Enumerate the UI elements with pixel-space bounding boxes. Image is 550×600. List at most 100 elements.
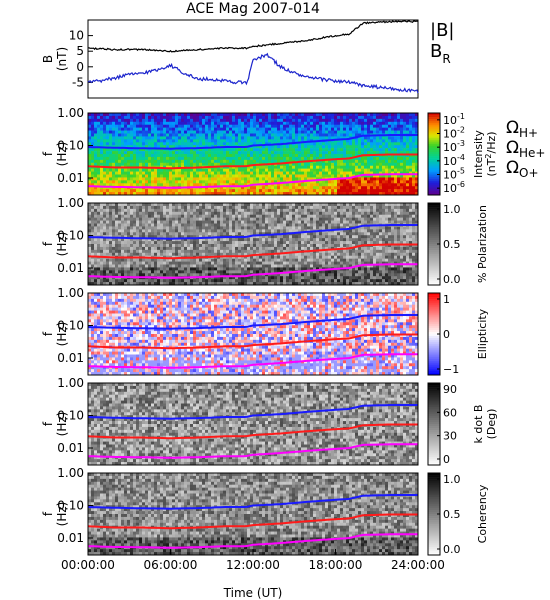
spectrogram-cell <box>343 115 347 120</box>
spectrogram-cell <box>205 139 209 143</box>
spectrogram-cell <box>229 220 233 224</box>
spectrogram-cell <box>367 130 371 134</box>
spectrogram-cell <box>196 136 200 140</box>
spectrogram-cell <box>391 192 395 196</box>
spectrogram-cell <box>109 148 113 152</box>
spectrogram-cell <box>172 279 176 283</box>
spectrogram-cell <box>277 246 281 251</box>
spectrogram-cell <box>172 264 176 268</box>
spectrogram-cell <box>292 115 296 120</box>
spectrogram-cell <box>256 159 260 164</box>
spectrogram-cell <box>163 162 167 167</box>
spectrogram-cell <box>103 180 107 184</box>
spectrogram-cell <box>208 148 212 152</box>
spectrogram-cell <box>328 168 332 172</box>
spectrogram-cell <box>295 113 299 117</box>
spectrogram-cell <box>376 165 380 169</box>
spectrogram-cell <box>247 246 251 251</box>
spectrogram-cell <box>217 276 221 280</box>
spectrogram-cell <box>157 156 161 161</box>
colorbar-swatch <box>428 192 440 196</box>
spectrogram-cell <box>118 282 122 286</box>
spectrogram-cell <box>106 154 110 158</box>
spectrogram-cell <box>349 145 353 149</box>
spectrogram-cell <box>157 249 161 254</box>
spectrogram-cell <box>397 142 401 146</box>
spectrogram-cell <box>334 192 338 196</box>
spectrogram-cell <box>106 282 110 286</box>
spectrogram-cell <box>274 180 278 184</box>
spectrogram-cell <box>319 174 323 178</box>
spectrogram-cell <box>292 121 296 126</box>
spectrogram-cell <box>154 139 158 143</box>
spectrogram-cell <box>256 261 260 265</box>
spectrogram-cell <box>346 159 350 164</box>
spectrogram-cell <box>322 156 326 161</box>
spectrogram-cell <box>124 220 128 224</box>
spectrogram-cell <box>214 183 218 187</box>
spectrogram-cell <box>349 139 353 143</box>
spectrogram-cell <box>151 136 155 140</box>
spectrogram-cell <box>229 255 233 259</box>
spectrogram-cell <box>181 136 185 140</box>
spectrogram-cell <box>211 154 215 158</box>
spectrogram-cell <box>142 208 146 213</box>
spectrogram-cell <box>151 235 155 239</box>
spectrogram-cell <box>187 270 191 274</box>
spectrogram-cell <box>151 226 155 230</box>
spectrogram-cell <box>238 186 242 190</box>
spectrogram-cell <box>181 249 185 254</box>
spectrogram-cell <box>166 127 170 131</box>
spectrogram-cell <box>247 211 251 216</box>
spectrogram-cell <box>238 258 242 262</box>
spectrogram-cell <box>121 241 125 245</box>
spectrogram-cell <box>139 282 143 286</box>
spectrogram-cell <box>163 232 167 236</box>
spectrogram-cell <box>139 159 143 164</box>
spectrogram-cell <box>235 258 239 262</box>
intensity-spectrogram <box>88 113 419 196</box>
spectrogram-cell <box>349 154 353 158</box>
spectrogram-cell <box>166 159 170 164</box>
spectrogram-cell <box>268 127 272 131</box>
spectrogram-cell <box>172 136 176 140</box>
spectrogram-cell <box>316 115 320 120</box>
spectrogram-cell <box>340 189 344 193</box>
spectrogram-cell <box>160 270 164 274</box>
spectrogram-cell <box>226 162 230 167</box>
spectrogram-cell <box>178 208 182 213</box>
spectrogram-cell <box>247 232 251 236</box>
spectrogram-cell <box>94 267 98 271</box>
spectrogram-cell <box>286 136 290 140</box>
spectrogram-cell <box>151 282 155 286</box>
spectrogram-cell <box>250 133 254 137</box>
spectrogram-cell <box>289 113 293 117</box>
spectrogram-cell <box>343 183 347 187</box>
spectrogram-cell <box>169 235 173 239</box>
spectrogram-cell <box>253 205 257 210</box>
spectrogram-cell <box>217 142 221 146</box>
spectrogram-cell <box>277 177 281 181</box>
spectrogram-cell <box>121 205 125 210</box>
spectrogram-cell <box>259 165 263 169</box>
spectrogram-cell <box>115 244 119 248</box>
spectrogram-cell <box>376 113 380 117</box>
spectrogram-cell <box>283 205 287 210</box>
spectrogram-cell <box>118 151 122 155</box>
spectrogram-cell <box>199 217 203 221</box>
spectrogram-cell <box>319 154 323 158</box>
spectrogram-cell <box>166 133 170 137</box>
spectrogram-cell <box>256 115 260 120</box>
spectrogram-cell <box>352 139 356 143</box>
spectrogram-cell <box>358 192 362 196</box>
spectrogram-cell <box>121 124 125 128</box>
spectrogram-cell <box>310 165 314 169</box>
spectrogram-cell <box>211 217 215 221</box>
spectrogram-cell <box>136 156 140 161</box>
spectrogram-cell <box>292 136 296 140</box>
spectrogram-cell <box>94 211 98 216</box>
spectrogram-cell <box>211 168 215 172</box>
spectrogram-cell <box>163 142 167 146</box>
spectrogram-cell <box>322 180 326 184</box>
spectrogram-cell <box>292 189 296 193</box>
